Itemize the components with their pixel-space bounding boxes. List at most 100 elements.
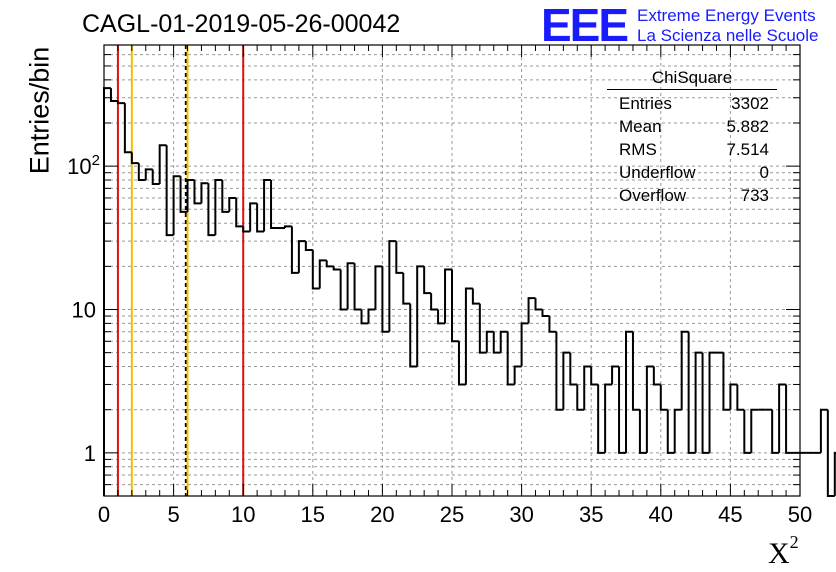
histogram-bin bbox=[659, 384, 668, 411]
histogram-bin bbox=[652, 366, 661, 386]
histogram-bin bbox=[346, 262, 355, 310]
histogram-bin bbox=[109, 88, 118, 102]
stat-value: 733 bbox=[740, 186, 769, 205]
grid bbox=[104, 44, 800, 497]
histogram-bin bbox=[214, 179, 223, 236]
histogram-bin bbox=[116, 100, 125, 105]
x-tick-label: 0 bbox=[98, 502, 110, 527]
x-tick-label: 25 bbox=[440, 502, 464, 527]
histogram-bin bbox=[604, 383, 613, 453]
histogram-bin bbox=[743, 409, 752, 454]
histogram-bin bbox=[513, 365, 522, 385]
x-axis-label: X2 bbox=[768, 532, 799, 571]
histogram-bin bbox=[165, 145, 174, 237]
histogram-bin bbox=[395, 241, 404, 274]
histogram-bin bbox=[576, 384, 585, 411]
histogram-bin bbox=[256, 203, 265, 233]
x-axis-label-sup: 2 bbox=[789, 532, 799, 552]
histogram-bin bbox=[625, 330, 633, 453]
x-tick-label: 50 bbox=[788, 502, 812, 527]
histogram-bin bbox=[325, 260, 334, 268]
histogram-bin bbox=[471, 288, 480, 305]
histogram-bin bbox=[437, 309, 446, 325]
histogram-bin bbox=[506, 331, 515, 386]
histogram-bin bbox=[673, 408, 682, 453]
histogram-bin bbox=[534, 298, 543, 311]
histogram-bin bbox=[402, 272, 411, 305]
histogram-bin bbox=[478, 303, 487, 354]
histogram-bin bbox=[172, 175, 181, 236]
reference-lines bbox=[116, 45, 245, 496]
histogram-bin bbox=[583, 365, 592, 410]
histogram-bin bbox=[701, 352, 710, 454]
histogram-bin bbox=[555, 331, 564, 411]
x-tick-label: 5 bbox=[167, 502, 179, 527]
histogram-bin bbox=[270, 180, 278, 230]
y-tick-label: 102 bbox=[67, 152, 100, 179]
histogram-bin bbox=[249, 202, 258, 232]
x-axis-label-text: X bbox=[768, 537, 790, 570]
histogram-bin bbox=[130, 152, 139, 165]
histogram-bin bbox=[687, 331, 696, 454]
histogram-bin bbox=[785, 384, 794, 454]
x-tick-label: 15 bbox=[301, 502, 325, 527]
histogram-bin bbox=[771, 409, 780, 454]
histogram-bin bbox=[729, 383, 738, 410]
y-axis-label: Entries/bin bbox=[24, 46, 55, 175]
histogram-bin bbox=[833, 451, 836, 496]
histogram-bin bbox=[103, 87, 111, 496]
histogram-bin bbox=[304, 241, 313, 252]
histogram-bin bbox=[416, 265, 425, 367]
x-tick-label: 45 bbox=[718, 502, 742, 527]
x-tick-label: 35 bbox=[579, 502, 603, 527]
x-tick-label: 30 bbox=[509, 502, 533, 527]
histogram-bin bbox=[423, 266, 432, 295]
histogram-bin bbox=[381, 266, 390, 333]
stat-value: 7.514 bbox=[726, 140, 769, 159]
histogram-bin bbox=[722, 352, 731, 411]
histogram-bin bbox=[263, 179, 272, 232]
y-tick-label-base: 10 bbox=[67, 154, 91, 179]
histogram-bin bbox=[151, 169, 160, 186]
histogram-bin bbox=[485, 330, 494, 353]
histogram-bin bbox=[297, 240, 306, 273]
histogram-bin bbox=[708, 351, 717, 453]
stat-row: Entries 3302 bbox=[607, 92, 777, 115]
histogram-bin bbox=[520, 322, 529, 367]
histogram-bin bbox=[694, 351, 703, 453]
x-tick-label: 10 bbox=[231, 502, 255, 527]
stat-label: Mean bbox=[619, 117, 662, 136]
plot-title: CAGL-01-2019-05-26-00042 bbox=[82, 10, 401, 38]
histogram-bin bbox=[750, 408, 759, 453]
histogram-bin bbox=[778, 383, 787, 453]
histogram-bin bbox=[186, 179, 195, 212]
stats-rows: Entries 3302 Mean 5.882 RMS 7.514 Underflow 0 Ov… bbox=[607, 92, 777, 207]
histogram-bin bbox=[527, 297, 536, 324]
histogram-bin bbox=[339, 269, 348, 311]
brand-line-1: Extreme Energy Events bbox=[637, 6, 816, 25]
eee-logo: EEE bbox=[541, 0, 629, 51]
histogram-bin bbox=[541, 309, 550, 318]
histogram-bin bbox=[228, 196, 237, 212]
stats-box: ChiSquare Entries 3302 Mean 5.882 RMS 7.514 Un… bbox=[607, 68, 777, 207]
histogram-bin bbox=[179, 176, 188, 213]
histogram-bin bbox=[242, 226, 251, 233]
histogram-bin bbox=[332, 266, 341, 271]
histogram-bin bbox=[221, 180, 230, 213]
stat-row: Overflow 733 bbox=[607, 184, 777, 207]
histogram-bin bbox=[367, 308, 376, 324]
histogram-bin bbox=[374, 265, 383, 310]
histogram-bin bbox=[645, 365, 654, 453]
histogram-bin bbox=[360, 309, 369, 325]
histogram-bin bbox=[680, 330, 689, 410]
histogram-bin bbox=[144, 168, 153, 181]
histogram-bin bbox=[666, 409, 675, 454]
histogram-bin bbox=[200, 182, 209, 204]
histogram-bin bbox=[562, 351, 571, 410]
stat-row: Mean 5.882 bbox=[607, 115, 777, 138]
histogram-bin bbox=[451, 269, 459, 343]
stat-row: RMS 7.514 bbox=[607, 138, 777, 161]
histogram-bin bbox=[638, 409, 647, 454]
